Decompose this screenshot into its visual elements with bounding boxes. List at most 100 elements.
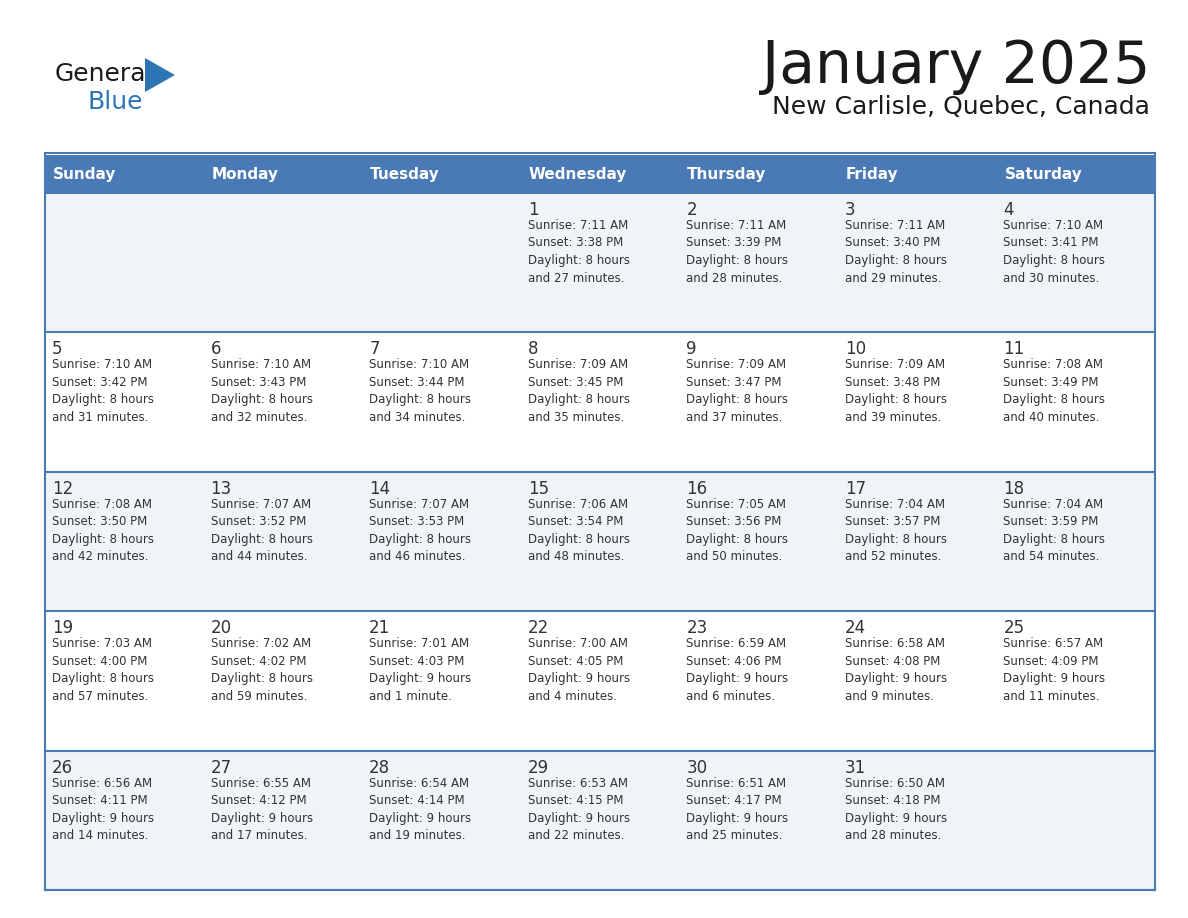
Bar bbox=[680, 332, 838, 472]
Text: General: General bbox=[55, 62, 153, 86]
Text: 20: 20 bbox=[210, 620, 232, 637]
Text: Sunrise: 7:08 AM
Sunset: 3:50 PM
Daylight: 8 hours
and 42 minutes.: Sunrise: 7:08 AM Sunset: 3:50 PM Dayligh… bbox=[52, 498, 154, 564]
Text: Sunrise: 7:09 AM
Sunset: 3:47 PM
Daylight: 8 hours
and 37 minutes.: Sunrise: 7:09 AM Sunset: 3:47 PM Dayligh… bbox=[687, 358, 789, 424]
Bar bbox=[680, 193, 838, 332]
Text: 9: 9 bbox=[687, 341, 697, 358]
Text: Sunrise: 7:04 AM
Sunset: 3:57 PM
Daylight: 8 hours
and 52 minutes.: Sunrise: 7:04 AM Sunset: 3:57 PM Dayligh… bbox=[845, 498, 947, 564]
Text: Sunrise: 7:00 AM
Sunset: 4:05 PM
Daylight: 9 hours
and 4 minutes.: Sunrise: 7:00 AM Sunset: 4:05 PM Dayligh… bbox=[527, 637, 630, 702]
Text: January 2025: January 2025 bbox=[762, 38, 1150, 95]
Bar bbox=[997, 611, 1155, 751]
Bar bbox=[203, 332, 362, 472]
Polygon shape bbox=[145, 58, 175, 92]
Text: 31: 31 bbox=[845, 758, 866, 777]
Bar bbox=[838, 472, 997, 611]
Text: 7: 7 bbox=[369, 341, 380, 358]
Bar bbox=[362, 751, 520, 890]
Bar bbox=[838, 193, 997, 332]
Bar bbox=[997, 332, 1155, 472]
Text: Sunrise: 6:53 AM
Sunset: 4:15 PM
Daylight: 9 hours
and 22 minutes.: Sunrise: 6:53 AM Sunset: 4:15 PM Dayligh… bbox=[527, 777, 630, 842]
Bar bbox=[45, 193, 203, 332]
Text: 22: 22 bbox=[527, 620, 549, 637]
Text: Sunrise: 7:11 AM
Sunset: 3:38 PM
Daylight: 8 hours
and 27 minutes.: Sunrise: 7:11 AM Sunset: 3:38 PM Dayligh… bbox=[527, 219, 630, 285]
Text: Sunrise: 7:10 AM
Sunset: 3:42 PM
Daylight: 8 hours
and 31 minutes.: Sunrise: 7:10 AM Sunset: 3:42 PM Dayligh… bbox=[52, 358, 154, 424]
Bar bbox=[45, 472, 203, 611]
Text: 10: 10 bbox=[845, 341, 866, 358]
Bar bbox=[520, 472, 680, 611]
Bar bbox=[997, 472, 1155, 611]
Bar bbox=[838, 751, 997, 890]
Text: 5: 5 bbox=[52, 341, 63, 358]
Bar bbox=[45, 332, 203, 472]
Text: 24: 24 bbox=[845, 620, 866, 637]
Bar bbox=[997, 751, 1155, 890]
Bar bbox=[362, 155, 520, 193]
Bar bbox=[520, 332, 680, 472]
Text: 17: 17 bbox=[845, 480, 866, 498]
Bar bbox=[45, 751, 203, 890]
Text: 12: 12 bbox=[52, 480, 74, 498]
Text: Sunrise: 7:10 AM
Sunset: 3:44 PM
Daylight: 8 hours
and 34 minutes.: Sunrise: 7:10 AM Sunset: 3:44 PM Dayligh… bbox=[369, 358, 472, 424]
Bar bbox=[680, 155, 838, 193]
Text: Sunrise: 7:10 AM
Sunset: 3:43 PM
Daylight: 8 hours
and 32 minutes.: Sunrise: 7:10 AM Sunset: 3:43 PM Dayligh… bbox=[210, 358, 312, 424]
Bar bbox=[203, 611, 362, 751]
Text: 23: 23 bbox=[687, 620, 708, 637]
Text: Sunrise: 6:56 AM
Sunset: 4:11 PM
Daylight: 9 hours
and 14 minutes.: Sunrise: 6:56 AM Sunset: 4:11 PM Dayligh… bbox=[52, 777, 154, 842]
Text: 15: 15 bbox=[527, 480, 549, 498]
Text: Sunrise: 7:06 AM
Sunset: 3:54 PM
Daylight: 8 hours
and 48 minutes.: Sunrise: 7:06 AM Sunset: 3:54 PM Dayligh… bbox=[527, 498, 630, 564]
Text: 28: 28 bbox=[369, 758, 391, 777]
Text: 26: 26 bbox=[52, 758, 74, 777]
Text: Tuesday: Tuesday bbox=[371, 166, 440, 182]
Text: Sunrise: 7:05 AM
Sunset: 3:56 PM
Daylight: 8 hours
and 50 minutes.: Sunrise: 7:05 AM Sunset: 3:56 PM Dayligh… bbox=[687, 498, 789, 564]
Text: Sunrise: 7:10 AM
Sunset: 3:41 PM
Daylight: 8 hours
and 30 minutes.: Sunrise: 7:10 AM Sunset: 3:41 PM Dayligh… bbox=[1004, 219, 1105, 285]
Bar bbox=[203, 155, 362, 193]
Bar bbox=[997, 193, 1155, 332]
Bar bbox=[362, 193, 520, 332]
Bar bbox=[838, 611, 997, 751]
Text: Thursday: Thursday bbox=[688, 166, 766, 182]
Bar bbox=[45, 611, 203, 751]
Text: Sunrise: 6:57 AM
Sunset: 4:09 PM
Daylight: 9 hours
and 11 minutes.: Sunrise: 6:57 AM Sunset: 4:09 PM Dayligh… bbox=[1004, 637, 1106, 702]
Text: 19: 19 bbox=[52, 620, 74, 637]
Text: Sunrise: 7:04 AM
Sunset: 3:59 PM
Daylight: 8 hours
and 54 minutes.: Sunrise: 7:04 AM Sunset: 3:59 PM Dayligh… bbox=[1004, 498, 1105, 564]
Bar bbox=[838, 332, 997, 472]
Text: 30: 30 bbox=[687, 758, 707, 777]
Bar bbox=[362, 472, 520, 611]
Bar bbox=[680, 472, 838, 611]
Text: Wednesday: Wednesday bbox=[529, 166, 627, 182]
Text: 6: 6 bbox=[210, 341, 221, 358]
Text: Sunrise: 7:08 AM
Sunset: 3:49 PM
Daylight: 8 hours
and 40 minutes.: Sunrise: 7:08 AM Sunset: 3:49 PM Dayligh… bbox=[1004, 358, 1105, 424]
Text: Sunrise: 6:51 AM
Sunset: 4:17 PM
Daylight: 9 hours
and 25 minutes.: Sunrise: 6:51 AM Sunset: 4:17 PM Dayligh… bbox=[687, 777, 789, 842]
Bar bbox=[45, 155, 203, 193]
Text: Saturday: Saturday bbox=[1004, 166, 1082, 182]
Bar bbox=[203, 472, 362, 611]
Text: 27: 27 bbox=[210, 758, 232, 777]
Bar bbox=[520, 611, 680, 751]
Text: Sunrise: 6:58 AM
Sunset: 4:08 PM
Daylight: 9 hours
and 9 minutes.: Sunrise: 6:58 AM Sunset: 4:08 PM Dayligh… bbox=[845, 637, 947, 702]
Bar bbox=[520, 751, 680, 890]
Text: Sunrise: 7:01 AM
Sunset: 4:03 PM
Daylight: 9 hours
and 1 minute.: Sunrise: 7:01 AM Sunset: 4:03 PM Dayligh… bbox=[369, 637, 472, 702]
Text: Sunrise: 6:50 AM
Sunset: 4:18 PM
Daylight: 9 hours
and 28 minutes.: Sunrise: 6:50 AM Sunset: 4:18 PM Dayligh… bbox=[845, 777, 947, 842]
Bar bbox=[520, 155, 680, 193]
Text: 29: 29 bbox=[527, 758, 549, 777]
Text: 4: 4 bbox=[1004, 201, 1013, 219]
Text: Friday: Friday bbox=[846, 166, 898, 182]
Bar bbox=[520, 193, 680, 332]
Text: Monday: Monday bbox=[211, 166, 278, 182]
Text: Sunrise: 7:07 AM
Sunset: 3:52 PM
Daylight: 8 hours
and 44 minutes.: Sunrise: 7:07 AM Sunset: 3:52 PM Dayligh… bbox=[210, 498, 312, 564]
Text: 21: 21 bbox=[369, 620, 391, 637]
Text: Sunrise: 6:59 AM
Sunset: 4:06 PM
Daylight: 9 hours
and 6 minutes.: Sunrise: 6:59 AM Sunset: 4:06 PM Dayligh… bbox=[687, 637, 789, 702]
Text: 2: 2 bbox=[687, 201, 697, 219]
Text: Sunrise: 7:11 AM
Sunset: 3:40 PM
Daylight: 8 hours
and 29 minutes.: Sunrise: 7:11 AM Sunset: 3:40 PM Dayligh… bbox=[845, 219, 947, 285]
Text: Sunrise: 7:09 AM
Sunset: 3:48 PM
Daylight: 8 hours
and 39 minutes.: Sunrise: 7:09 AM Sunset: 3:48 PM Dayligh… bbox=[845, 358, 947, 424]
Text: Sunrise: 7:11 AM
Sunset: 3:39 PM
Daylight: 8 hours
and 28 minutes.: Sunrise: 7:11 AM Sunset: 3:39 PM Dayligh… bbox=[687, 219, 789, 285]
Bar bbox=[362, 332, 520, 472]
Bar bbox=[680, 751, 838, 890]
Text: 1: 1 bbox=[527, 201, 538, 219]
Bar bbox=[838, 155, 997, 193]
Text: New Carlisle, Quebec, Canada: New Carlisle, Quebec, Canada bbox=[772, 95, 1150, 119]
Bar bbox=[362, 611, 520, 751]
Text: 3: 3 bbox=[845, 201, 855, 219]
Text: Sunrise: 7:07 AM
Sunset: 3:53 PM
Daylight: 8 hours
and 46 minutes.: Sunrise: 7:07 AM Sunset: 3:53 PM Dayligh… bbox=[369, 498, 472, 564]
Text: 11: 11 bbox=[1004, 341, 1025, 358]
Text: 25: 25 bbox=[1004, 620, 1024, 637]
